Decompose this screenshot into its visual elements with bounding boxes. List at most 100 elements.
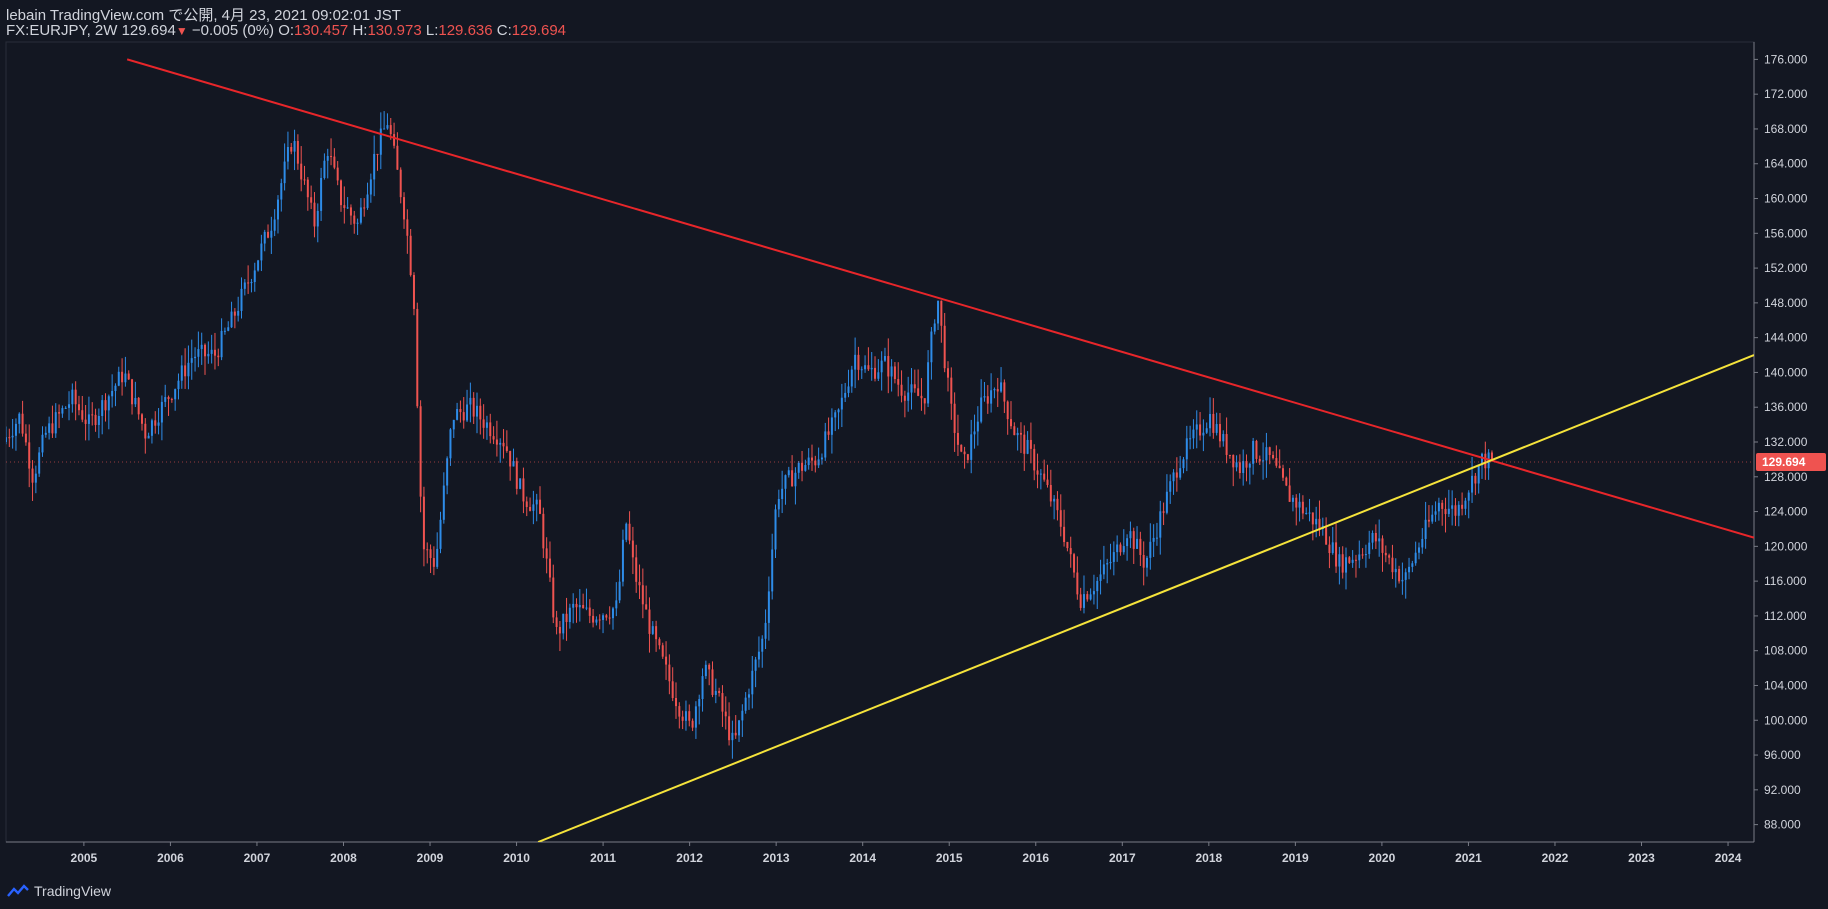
candle-body: [472, 397, 475, 417]
candle-body: [1046, 479, 1049, 485]
open-label: O:: [278, 22, 295, 39]
x-tick-label: 2017: [1109, 851, 1136, 865]
candle-body: [1106, 563, 1109, 565]
candle-body: [1398, 568, 1401, 582]
candle-body: [81, 410, 84, 420]
candle-body: [721, 693, 724, 712]
candle-body: [492, 436, 495, 440]
y-tick-label: 176.000: [1764, 52, 1808, 66]
candle-body: [409, 235, 412, 276]
y-tick-label: 144.000: [1764, 331, 1808, 345]
candle-body: [1016, 432, 1019, 436]
x-tick-label: 2010: [503, 851, 530, 865]
candle-body: [1311, 512, 1314, 525]
candle-body: [140, 414, 143, 424]
candle-body: [1129, 531, 1132, 539]
candle-body: [519, 478, 522, 489]
candle-body: [14, 423, 17, 436]
candle-body: [1291, 497, 1294, 502]
candle-body: [1192, 429, 1195, 439]
candle-body: [711, 669, 714, 695]
candle-body: [257, 260, 260, 271]
candle-body: [917, 388, 920, 396]
candle-body: [602, 615, 605, 620]
candle-body: [1288, 485, 1291, 502]
candle-body: [810, 457, 813, 461]
candle-body: [791, 470, 794, 487]
candle-body: [837, 409, 840, 413]
candle-body: [744, 697, 747, 711]
candle-body: [648, 609, 651, 634]
candle-body: [1252, 440, 1255, 464]
candle-body: [1441, 502, 1444, 509]
candle-body: [625, 523, 628, 540]
open-value: 130.457: [294, 22, 349, 39]
symbol-label[interactable]: FX:EURJPY, 2W: [6, 22, 118, 39]
candle-body: [58, 412, 61, 414]
candle-body: [369, 179, 372, 195]
candle-body: [1301, 501, 1304, 514]
candle-body: [1006, 401, 1009, 420]
candle-body: [1490, 452, 1493, 460]
x-tick-label: 2024: [1715, 851, 1742, 865]
candle-body: [376, 153, 379, 155]
candle-body: [645, 604, 648, 610]
x-tick-label: 2014: [849, 851, 876, 865]
candle-body: [1325, 525, 1328, 545]
candle-body: [499, 442, 502, 445]
candle-body: [1155, 537, 1158, 539]
candle-body: [1069, 548, 1072, 555]
candle-body: [681, 716, 684, 721]
candle-body: [1212, 413, 1215, 433]
candle-body: [820, 457, 823, 460]
candle-body: [585, 607, 588, 609]
y-tick-label: 172.000: [1764, 87, 1808, 101]
candle-body: [306, 179, 309, 198]
candle-body: [1162, 511, 1165, 513]
candle-body: [489, 422, 492, 437]
candle-body: [1136, 538, 1139, 549]
candle-body: [41, 434, 44, 453]
candle-body: [1328, 544, 1331, 554]
candle-body: [953, 403, 956, 433]
candle-body: [114, 385, 117, 391]
candle-body: [1205, 428, 1208, 433]
candle-body: [134, 397, 137, 405]
candle-body: [429, 549, 432, 559]
candle-body: [512, 461, 515, 467]
candle-body: [946, 368, 949, 378]
candle-body: [8, 437, 11, 439]
candle-body: [757, 651, 760, 660]
candle-body: [1245, 461, 1248, 468]
candle-body: [890, 366, 893, 377]
candle-body: [857, 354, 860, 370]
candle-body: [1119, 544, 1122, 553]
candle-body: [187, 362, 190, 377]
low-label: L:: [425, 22, 439, 39]
footer-brand[interactable]: TradingView: [6, 883, 111, 899]
candle-body: [174, 389, 177, 400]
candle-body: [343, 205, 346, 208]
candle-body: [144, 423, 147, 439]
candle-body: [913, 384, 916, 389]
candle-body: [1026, 439, 1029, 454]
x-tick-label: 2009: [417, 851, 444, 865]
y-tick-label: 136.000: [1764, 400, 1808, 414]
candle-body: [910, 384, 913, 393]
candle-body: [300, 163, 303, 180]
candle-body: [1169, 481, 1172, 492]
candle-body: [1019, 432, 1022, 435]
candle-body: [326, 156, 329, 161]
close-label: C:: [496, 22, 512, 39]
candle-body: [655, 626, 658, 640]
candle-body: [462, 412, 465, 421]
candle-body: [194, 356, 197, 359]
candle-body: [336, 167, 339, 181]
candle-body: [419, 406, 422, 497]
candle-body: [71, 389, 74, 405]
candle-body: [1381, 538, 1384, 553]
candle-body: [870, 367, 873, 370]
candle-body: [767, 591, 770, 623]
candle-body: [724, 711, 727, 717]
